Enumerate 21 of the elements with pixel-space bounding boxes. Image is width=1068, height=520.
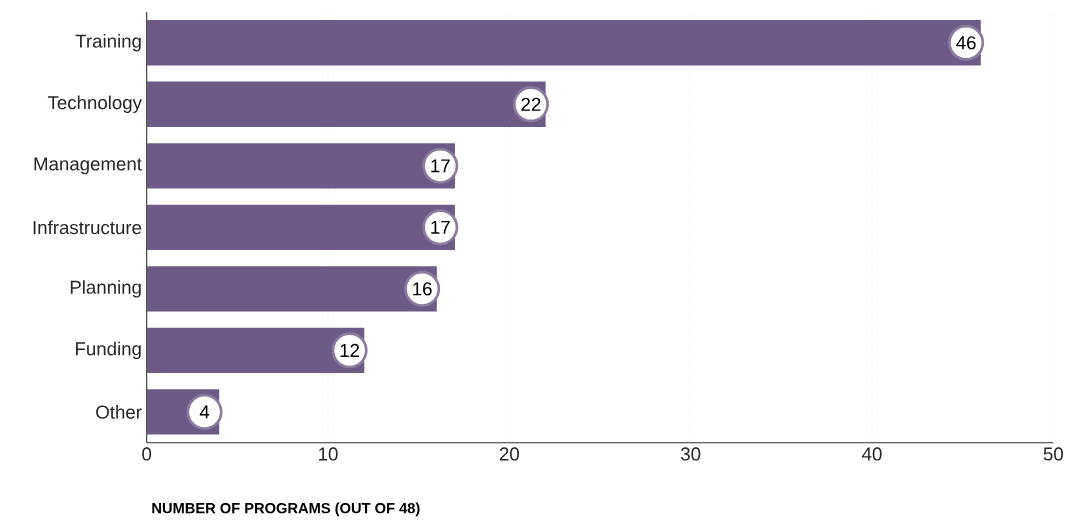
data-label: 17	[431, 220, 450, 234]
x-tick-label: 10	[319, 447, 338, 461]
x-tick-label: 30	[680, 447, 701, 461]
x-tick-label: 50	[1043, 447, 1063, 461]
x-axis-title: NUMBER OF PROGRAMS (OUT OF 48)	[152, 502, 420, 517]
y-tick-label: Other	[96, 405, 142, 419]
x-tick-label: 40	[862, 447, 882, 461]
data-label: 22	[521, 97, 541, 111]
y-tick-label: Planning	[70, 280, 141, 298]
y-tick-label: Training	[75, 34, 141, 52]
y-tick-label: Management	[34, 157, 142, 175]
y-tick-label: Technology	[47, 95, 142, 113]
y-tick-label: Infrastructure	[33, 220, 142, 235]
data-label: 16	[413, 282, 432, 296]
x-tick-label: 20	[499, 447, 519, 461]
y-tick-label: Funding	[76, 341, 141, 360]
x-tick-label: 0	[142, 447, 152, 461]
data-label: 4	[199, 405, 210, 419]
data-label: 46	[956, 36, 976, 50]
data-label: 17	[431, 159, 450, 173]
data-label: 12	[340, 343, 360, 357]
